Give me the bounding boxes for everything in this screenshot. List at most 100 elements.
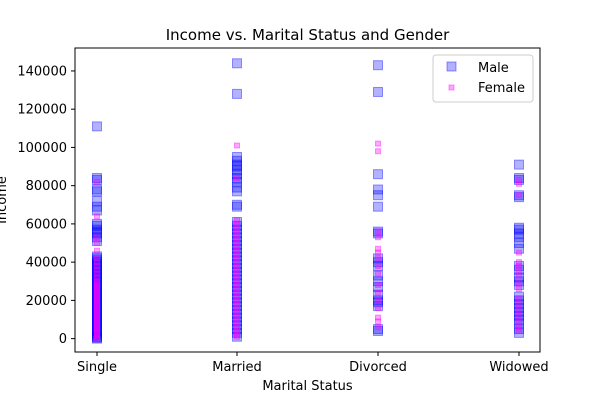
scatter-point-male: [92, 331, 102, 342]
scatter-point-male: [373, 228, 383, 239]
scatter-point-male: [514, 276, 524, 287]
scatter-point-male: [232, 262, 242, 273]
scatter-point-male: [92, 255, 102, 266]
scatter-point-female: [94, 308, 100, 315]
y-tick-label: 0: [59, 332, 67, 347]
scatter-point-female: [234, 282, 240, 289]
scatter-point-male: [92, 325, 102, 336]
scatter-point-male: [92, 291, 102, 302]
scatter-point-female: [94, 282, 100, 289]
scatter-point-female: [234, 293, 240, 300]
scatter-point-male: [92, 310, 102, 321]
scatter-point-male: [232, 199, 242, 210]
scatter-point-male: [514, 260, 524, 271]
scatter-point-male: [92, 283, 102, 294]
scatter-point-female: [94, 270, 100, 277]
scatter-point-male: [92, 287, 102, 298]
scatter-point-male: [92, 276, 102, 287]
scatter-point-female: [375, 297, 381, 304]
scatter-point-male: [92, 264, 102, 275]
scatter-point-male: [232, 259, 242, 270]
scatter-point-female: [234, 316, 240, 323]
scatter-point-male: [373, 190, 383, 201]
scatter-point-male: [514, 280, 524, 291]
scatter-point-female: [375, 282, 381, 289]
scatter-point-female: [234, 175, 240, 182]
scatter-point-male: [232, 293, 242, 304]
scatter-point-female: [375, 234, 381, 241]
scatter-point-male: [92, 301, 102, 312]
scatter-point-female: [375, 140, 381, 147]
scatter-point-female: [234, 251, 240, 258]
scatter-point-female: [94, 293, 100, 300]
scatter-point-male: [232, 255, 242, 266]
y-tick-label: 80000: [26, 179, 67, 194]
scatter-point-male: [514, 238, 524, 249]
scatter-point-female: [234, 220, 240, 227]
scatter-point-male: [232, 239, 242, 250]
scatter-point-female: [234, 308, 240, 315]
scatter-point-female: [94, 247, 100, 254]
scatter-point-female: [94, 324, 100, 331]
scatter-point-male: [92, 201, 102, 212]
scatter-point-male: [232, 161, 242, 172]
scatter-point-female: [234, 247, 240, 254]
scatter-point-male: [92, 259, 102, 270]
scatter-point-female: [516, 176, 522, 183]
scatter-point-male: [92, 205, 102, 216]
scatter-point-male: [232, 266, 242, 277]
scatter-point-male: [92, 324, 102, 335]
scatter-point-male: [373, 201, 383, 212]
scatter-point-female: [94, 316, 100, 323]
scatter-point-male: [232, 228, 242, 239]
scatter-point-female: [94, 289, 100, 296]
scatter-point-male: [232, 165, 242, 176]
scatter-point-male: [232, 301, 242, 312]
y-axis-title: Income: [0, 176, 10, 224]
scatter-point-male: [514, 222, 524, 233]
scatter-point-male: [232, 176, 242, 187]
y-tick-label: 140000: [17, 64, 67, 79]
scatter-point-male: [92, 304, 102, 315]
scatter-point-male: [514, 272, 524, 283]
scatter-point-female: [516, 295, 522, 302]
legend-frame: [432, 54, 534, 103]
scatter-point-male: [92, 308, 102, 319]
y-tick-label: 120000: [17, 103, 67, 118]
scatter-point-female: [94, 327, 100, 334]
scatter-point-male: [92, 285, 102, 296]
y-tick-label: 20000: [26, 294, 67, 309]
scatter-point-female: [375, 318, 381, 325]
scatter-point-female: [375, 270, 381, 277]
scatter-point-male: [514, 291, 524, 302]
scatter-point-female: [234, 333, 240, 340]
scatter-point-female: [234, 142, 240, 149]
scatter-point-female: [516, 272, 522, 279]
scatter-point-male: [373, 289, 383, 300]
scatter-point-male: [92, 322, 102, 333]
scatter-point-male: [92, 268, 102, 279]
scatter-point-male: [92, 320, 102, 331]
scatter-point-male: [514, 324, 524, 335]
scatter-point-male: [232, 251, 242, 262]
scatter-point-male: [232, 151, 242, 162]
scatter-point-male: [92, 251, 102, 262]
scatter-point-female: [94, 259, 100, 266]
scatter-point-female: [234, 217, 240, 224]
scatter-point-male: [92, 274, 102, 285]
scatter-point-male: [232, 58, 242, 69]
chart-title: Income vs. Marital Status and Gender: [166, 26, 450, 44]
scatter-point-female: [516, 192, 522, 199]
scatter-point-male: [514, 174, 524, 185]
scatter-point-female: [234, 255, 240, 262]
scatter-point-male: [232, 169, 242, 180]
series-male: [92, 58, 524, 344]
scatter-point-female: [516, 259, 522, 266]
scatter-point-male: [373, 184, 383, 195]
scatter-point-male: [232, 281, 242, 292]
scatter-point-male: [232, 88, 242, 99]
legend: Male Female: [432, 54, 534, 103]
scatter-point-male: [232, 232, 242, 243]
